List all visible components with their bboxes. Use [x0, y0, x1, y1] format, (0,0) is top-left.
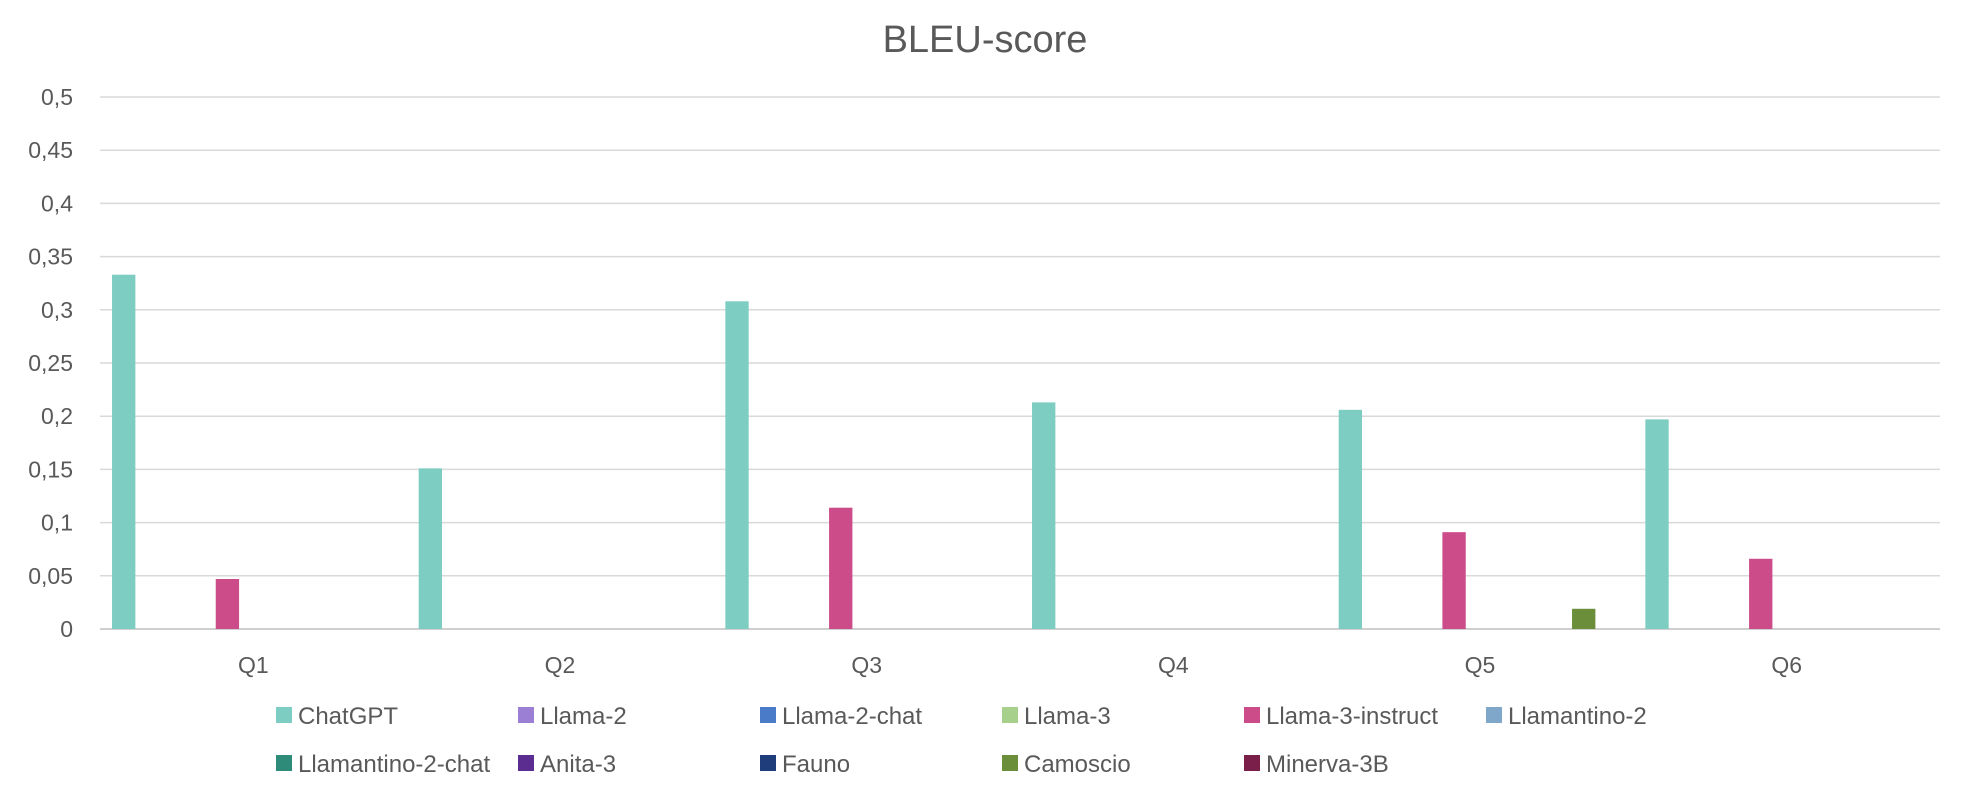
y-tick-label: 0	[60, 616, 73, 642]
y-tick-label: 0,35	[28, 244, 73, 270]
legend-swatch	[1486, 707, 1502, 723]
bar-chatgpt-q1	[112, 274, 136, 629]
legend-label: Anita-3	[540, 751, 616, 778]
legend-label: Llamantino-2	[1508, 703, 1647, 730]
bar-llama-3-instruct-q6	[1749, 558, 1773, 629]
legend-label: Llama-2-chat	[782, 703, 922, 730]
legend-swatch	[760, 707, 776, 723]
legend-label: Llamantino-2-chat	[298, 751, 490, 778]
bar-chatgpt-q2	[418, 468, 443, 629]
bar-chatgpt-q6	[1645, 419, 1669, 629]
chart-title: BLEU-score	[883, 19, 1088, 61]
x-tick-label: Q1	[238, 652, 269, 678]
bar-chatgpt-q5	[1338, 409, 1363, 629]
y-tick-label: 0,5	[41, 84, 73, 110]
y-tick-label: 0,2	[41, 403, 73, 429]
y-tick-label: 0,45	[28, 137, 73, 163]
legend-label: ChatGPT	[298, 703, 398, 730]
legend-label: Llama-3	[1024, 703, 1111, 730]
legend-swatch	[276, 755, 292, 771]
y-tick-label: 0,15	[28, 456, 73, 482]
legend: ChatGPT Llama-2 Llama-2-chat Llama-3 Llama-3…	[276, 703, 1647, 778]
bar-llama-3-instruct-q1	[215, 578, 240, 629]
y-tick-label: 0,1	[41, 510, 73, 536]
bar-llama-3-instruct-q3	[829, 507, 853, 629]
bar-chatgpt-q4	[1032, 402, 1056, 629]
legend-swatch	[1002, 707, 1018, 723]
legend-label: Minerva-3B	[1266, 751, 1389, 778]
y-axis-ticks: 0 0,05 0,1 0,15 0,2 0,25 0,3 0,35 0,4 0,45 0,5	[28, 84, 73, 642]
legend-label: Llama-3-instruct	[1266, 703, 1438, 730]
grid-lines	[100, 96, 1940, 630]
legend-swatch	[1002, 755, 1018, 771]
legend-swatch	[518, 755, 534, 771]
x-tick-label: Q3	[851, 652, 882, 678]
legend-swatch	[276, 707, 292, 723]
bar-camoscio-q5	[1572, 608, 1596, 629]
bars	[112, 274, 1773, 629]
y-tick-label: 0,05	[28, 563, 73, 589]
x-tick-label: Q5	[1465, 652, 1496, 678]
legend-swatch	[1244, 755, 1260, 771]
legend-label: Llama-2	[540, 703, 627, 730]
x-tick-label: Q6	[1771, 652, 1802, 678]
legend-swatch	[518, 707, 534, 723]
x-tick-label: Q4	[1158, 652, 1189, 678]
legend-swatch	[1244, 707, 1260, 723]
bar-llama-3-instruct-q5	[1442, 532, 1466, 629]
x-axis-ticks: Q1 Q2 Q3 Q4 Q5 Q6	[238, 652, 1802, 678]
bar-chatgpt-q3	[725, 301, 749, 629]
legend-label: Fauno	[782, 751, 850, 778]
x-tick-label: Q2	[545, 652, 576, 678]
legend-swatch	[760, 755, 776, 771]
y-tick-label: 0,4	[41, 190, 73, 216]
legend-label: Camoscio	[1024, 751, 1131, 778]
y-tick-label: 0,3	[41, 297, 73, 323]
y-tick-label: 0,25	[28, 350, 73, 376]
